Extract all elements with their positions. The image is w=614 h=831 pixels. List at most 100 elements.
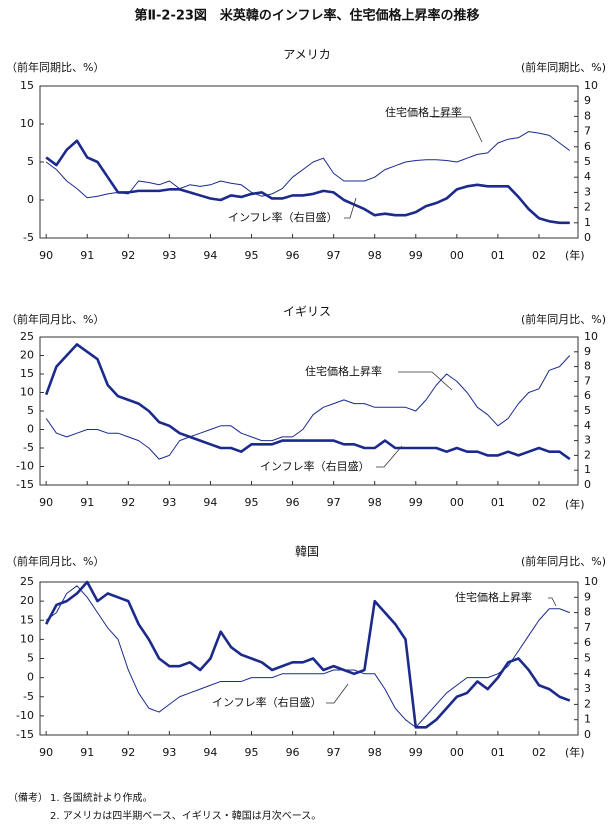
y2-tick-label: 2 — [584, 697, 591, 710]
y-tick-label: 5 — [27, 155, 34, 168]
y2-tick-label: 9 — [584, 590, 591, 603]
series-annotation: 住宅価格上昇率 — [385, 105, 462, 119]
y2-axis-label: (前年同月比、%) — [521, 554, 606, 568]
y2-tick-label: 10 — [584, 330, 598, 343]
y-tick-label: 0 — [27, 671, 34, 684]
y-axis-label: （前年同期比、%） — [6, 60, 104, 74]
annotation-leader — [398, 371, 453, 391]
y-axis-label: （前年同月比、%） — [6, 312, 104, 326]
chart-title: イギリス — [283, 305, 331, 319]
x-tick-label: 92 — [121, 496, 135, 509]
y2-tick-label: 1 — [584, 713, 591, 726]
y-tick-label: 15 — [20, 613, 34, 626]
y2-tick-label: 7 — [584, 621, 591, 634]
x-tick-label: 93 — [162, 496, 176, 509]
chart-title: 韓国 — [295, 545, 319, 559]
x-tick-label: 01 — [491, 496, 505, 509]
y2-tick-label: 1 — [584, 463, 591, 476]
x-tick-label: 96 — [286, 746, 300, 759]
y-tick-label: -5 — [23, 231, 34, 244]
y2-tick-label: 0 — [584, 478, 591, 491]
x-tick-label: 00 — [450, 249, 464, 262]
x-tick-label: 98 — [368, 496, 382, 509]
x-tick-label: 99 — [409, 746, 423, 759]
y2-tick-label: 3 — [584, 682, 591, 695]
annotation-leader — [376, 445, 403, 468]
y2-tick-label: 4 — [584, 170, 591, 183]
x-tick-label: 98 — [368, 249, 382, 262]
series-line — [45, 585, 570, 728]
y2-tick-label: 2 — [584, 448, 591, 461]
y2-tick-label: 7 — [584, 125, 591, 138]
x-tick-label: 97 — [327, 249, 341, 262]
y2-tick-label: 8 — [584, 360, 591, 373]
y-tick-label: 25 — [20, 330, 34, 343]
note: 2. アメリカは四半期ベース、イギリス・韓国は月次ベース。 — [50, 809, 321, 822]
y-tick-label: 0 — [27, 193, 34, 206]
y2-tick-label: 4 — [584, 419, 591, 432]
y2-tick-label: 10 — [584, 79, 598, 92]
y2-tick-label: 0 — [584, 231, 591, 244]
x-tick-label: 94 — [203, 746, 217, 759]
y-tick-label: 10 — [20, 632, 34, 645]
y2-tick-label: 3 — [584, 434, 591, 447]
y-tick-label: 5 — [27, 404, 34, 417]
y-tick-label: -5 — [23, 690, 34, 703]
y-tick-label: 25 — [20, 575, 34, 588]
note: 1. 各国統計より作成。 — [50, 791, 153, 804]
annotation-leader — [344, 197, 357, 219]
x-tick-label: 91 — [80, 249, 94, 262]
y-tick-label: 20 — [20, 349, 34, 362]
y-tick-label: 15 — [20, 79, 34, 92]
y-tick-label: -10 — [16, 460, 34, 473]
x-tick-label: 94 — [203, 249, 217, 262]
chart-title: アメリカ — [283, 48, 330, 62]
series-line — [45, 131, 571, 199]
y2-tick-label: 10 — [584, 575, 598, 588]
annotation-leader — [326, 683, 349, 704]
x-tick-label: 90 — [39, 496, 53, 509]
y2-tick-label: 9 — [584, 94, 591, 107]
y2-tick-label: 4 — [584, 667, 591, 680]
x-tick-label: 95 — [245, 746, 259, 759]
y2-tick-label: 5 — [584, 404, 591, 417]
x-tick-label: 96 — [286, 496, 300, 509]
x-tick-label: 97 — [327, 496, 341, 509]
y2-tick-label: 8 — [584, 606, 591, 619]
series-line — [45, 355, 571, 460]
x-tick-label: 92 — [121, 746, 135, 759]
y2-tick-label: 6 — [584, 140, 591, 153]
x-tick-label: 02 — [532, 249, 546, 262]
x-tick-label: 93 — [162, 249, 176, 262]
y-tick-label: -15 — [16, 728, 34, 741]
x-tick-label: 00 — [450, 746, 464, 759]
figure-title: 第Ⅱ-2-23図 米英韓のインフレ率、住宅価格上昇率の推移 — [134, 8, 479, 24]
y2-tick-label: 7 — [584, 374, 591, 387]
y2-tick-label: 6 — [584, 636, 591, 649]
x-tick-label: 02 — [532, 496, 546, 509]
series-annotation: 住宅価格上昇率 — [455, 590, 532, 604]
series-line — [45, 580, 571, 729]
series-line — [44, 343, 571, 461]
y2-tick-label: 3 — [584, 185, 591, 198]
x-tick-label: 00 — [450, 496, 464, 509]
series-annotation: インフレ率（右目盛） — [228, 210, 338, 224]
y2-axis-label: (前年同期比、%) — [521, 60, 606, 74]
x-tick-label: 94 — [203, 496, 217, 509]
x-axis-label: (年) — [565, 745, 585, 759]
y2-tick-label: 6 — [584, 389, 591, 402]
y-axis-label: （前年同月比、%） — [6, 554, 104, 568]
x-tick-label: 93 — [162, 746, 176, 759]
series-annotation: 住宅価格上昇率 — [305, 364, 382, 378]
y-tick-label: -15 — [16, 478, 34, 491]
x-tick-label: 99 — [409, 249, 423, 262]
x-tick-label: 95 — [245, 496, 259, 509]
x-axis-label: (年) — [565, 248, 585, 262]
x-tick-label: 92 — [121, 249, 135, 262]
x-tick-label: 97 — [327, 746, 341, 759]
x-axis-label: (年) — [565, 497, 585, 511]
y2-tick-label: 0 — [584, 728, 591, 741]
series-annotation: インフレ率（右目盛） — [260, 459, 370, 473]
x-tick-label: 02 — [532, 746, 546, 759]
